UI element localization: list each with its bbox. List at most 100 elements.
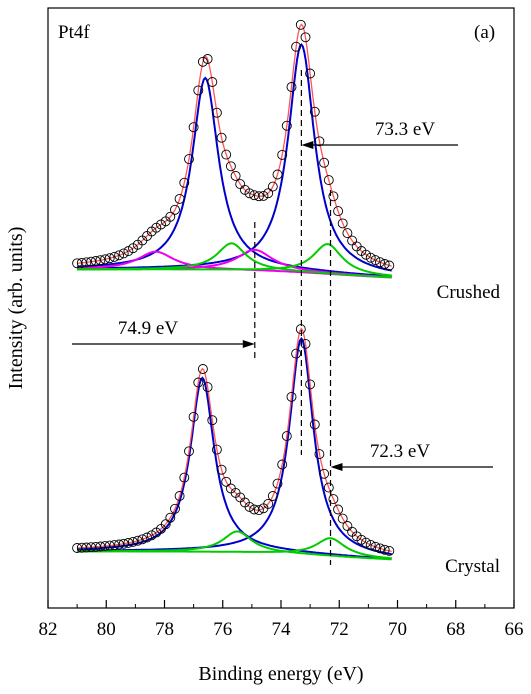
x-tick-label-72: 72 — [330, 619, 349, 640]
x-axis: 82 80 78 76 74 72 70 68 66 — [39, 600, 524, 640]
x-tick-label-82: 82 — [39, 619, 58, 640]
spectrum-1-data-point — [244, 501, 255, 512]
spectrum-1-data-point — [379, 544, 390, 555]
x-tick-label-76: 76 — [213, 619, 232, 640]
spectrum-0-data-point — [281, 120, 292, 131]
spectrum-1-data-point — [174, 491, 185, 501]
spectrum-0-data-point — [314, 136, 325, 147]
spectrum-1-data-point — [286, 391, 297, 402]
spectrum-0-data-point — [184, 154, 194, 165]
plot-frame — [47, 7, 515, 609]
spectrum-1-data-point — [281, 431, 292, 442]
spectrum-0-data-point — [365, 252, 376, 263]
spectrum-1-data-point — [309, 419, 320, 430]
spectrum-1-data-point — [160, 519, 171, 530]
spectrum-1-data-point — [277, 459, 288, 470]
spectrum-0-data-point — [370, 255, 381, 266]
spectrum-0-data-point — [207, 77, 218, 87]
spectrum-0-data-point — [211, 107, 222, 118]
spectrum-1-data-point — [361, 537, 371, 548]
spectrum-1-data-point — [123, 537, 134, 548]
spectrum-0-data-point — [216, 132, 227, 143]
region-label: Pt4f — [58, 22, 90, 43]
spectrum-0-data-point — [188, 122, 199, 133]
spectrum-0-data-point — [267, 181, 278, 192]
spectrum-1-data-point — [328, 494, 339, 505]
spectrum-1-data-point — [291, 348, 302, 359]
spectrum-1-data-point — [384, 545, 395, 556]
spectrum-0-data-point — [305, 68, 316, 79]
spectrum-0-data-point — [379, 259, 390, 269]
spectrum-1-data-point — [128, 536, 138, 547]
spectrum-1-data-point — [193, 377, 204, 388]
spectrum-1-data-point — [179, 472, 190, 483]
spectrum-1-data-point — [211, 444, 222, 455]
spectrum-0-data-point — [286, 82, 297, 92]
spectrum-1-data-point — [267, 491, 278, 501]
spectrum-0-data-point — [333, 206, 344, 217]
spectrum-0-data-point — [323, 175, 334, 186]
spectrum-0-data-point — [95, 255, 106, 266]
spectrum-1-data-point — [142, 532, 152, 543]
spectrum-0-data-point — [109, 251, 120, 262]
spectrum-0-data-point — [230, 170, 241, 181]
spectrum-1-data-point — [170, 503, 180, 514]
spectrum-0-data-point — [104, 253, 115, 264]
spectrum-0-data-point — [319, 157, 330, 168]
spectrum-1-data-point — [314, 449, 325, 460]
spectrum-1-data-point — [202, 382, 213, 393]
spectrum-1-data-point — [375, 543, 385, 554]
spectrum-0-data-point — [197, 56, 208, 67]
spectrum-0-data-point — [291, 41, 302, 52]
spectrum-0-fit-envelope — [77, 23, 392, 267]
spectrum-0-component-1 — [77, 42, 392, 272]
spectrum-0-data-point — [328, 191, 339, 202]
spectrum-1-component-3 — [77, 537, 392, 560]
spectrum-0-data-point — [90, 256, 101, 266]
annotation-label-0: 73.3 eV — [375, 119, 435, 140]
spectrum-1-data-point — [165, 512, 176, 523]
annotation-label-2: 72.3 eV — [370, 441, 430, 462]
annotation-arrowhead-1 — [242, 340, 255, 348]
x-tick-label-80: 80 — [97, 619, 116, 640]
spectrum-1-data-point — [118, 538, 129, 549]
spectrum-0-data-point — [309, 106, 320, 117]
spectrum-0-data-point — [342, 228, 353, 239]
spectrum-0-data-point — [375, 257, 385, 268]
spectrum-1-data-point — [207, 415, 218, 426]
spectrum-0-data-point — [202, 54, 213, 64]
annotation-label-1: 74.9 eV — [118, 318, 178, 339]
spectrum-0-data-point — [174, 193, 185, 204]
spectrum-0-data-point — [244, 188, 255, 199]
spectrum-0-data-point — [337, 218, 348, 229]
x-tick-label-70: 70 — [388, 619, 407, 640]
spectrum-0-data-point — [384, 260, 395, 271]
spectrum-1-data-point — [365, 539, 376, 550]
data-points-layer — [72, 19, 395, 556]
annotation-arrowhead-0 — [301, 141, 314, 149]
spectrum-0-data-point — [179, 177, 190, 188]
spectrum-0-data-point — [272, 169, 283, 180]
x-tick-label-66: 66 — [505, 619, 524, 640]
spectrum-label-crystal: Crystal — [445, 556, 500, 577]
spectrum-0-data-point — [118, 248, 129, 259]
spectrum-1-data-point — [114, 539, 125, 550]
y-axis-label: Intensity (arb. units) — [5, 227, 27, 390]
spectrum-0-data-point — [263, 188, 274, 199]
x-tick-label-74: 74 — [272, 619, 292, 640]
spectrum-0-data-point — [258, 190, 269, 201]
spectrum-0-data-point — [193, 85, 204, 96]
spectrum-1-data-point — [337, 513, 348, 524]
spectrum-1-data-point — [132, 535, 143, 546]
spectrum-0-data-point — [114, 250, 125, 261]
spectrum-1-data-point — [323, 482, 334, 493]
spectrum-1-data-point — [221, 476, 232, 487]
spectrum-0-data-point — [295, 19, 306, 30]
spectrum-1-data-point — [272, 478, 283, 489]
spectrum-1-data-point — [305, 379, 316, 390]
spectrum-0-data-point — [253, 191, 264, 202]
spectrum-0-data-point — [81, 257, 92, 268]
x-axis-label: Binding energy (eV) — [198, 663, 363, 685]
curves-layer — [77, 23, 392, 561]
spectrum-label-crushed: Crushed — [437, 282, 501, 303]
